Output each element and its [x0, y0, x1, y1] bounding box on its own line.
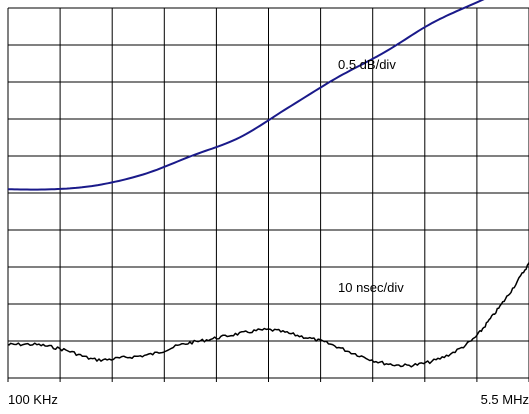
label-layer: 0.5 dB/div 10 nsec/div 100 KHz 5.5 MHz — [8, 57, 529, 407]
series-line-gain — [8, 0, 485, 191]
grid — [7, 7, 529, 382]
annotation-delay-scale: 10 nsec/div — [338, 280, 404, 295]
series-layer — [7, 0, 529, 368]
series-line-delay — [7, 262, 529, 368]
x-tick-label-start: 100 KHz — [8, 392, 58, 407]
x-tick-label-end: 5.5 MHz — [481, 392, 529, 407]
annotation-gain-scale: 0.5 dB/div — [338, 57, 396, 72]
